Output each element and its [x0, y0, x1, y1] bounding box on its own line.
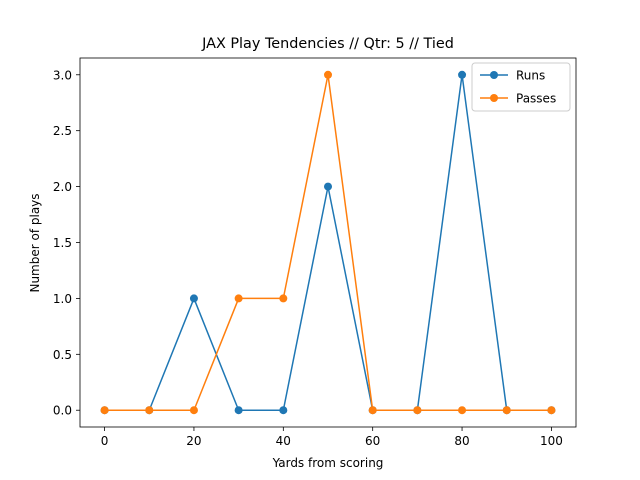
data-point-passes	[458, 406, 467, 415]
data-point-passes	[100, 406, 109, 415]
legend-label-runs: Runs	[516, 69, 545, 83]
y-tick-label: 1.5	[53, 236, 72, 250]
y-tick-label: 2.5	[53, 124, 72, 138]
data-point-passes	[368, 406, 377, 415]
legend-marker-passes	[490, 94, 498, 102]
data-point-runs	[324, 182, 332, 191]
y-tick-label: 3.0	[53, 68, 72, 82]
legend: Runs Passes	[471, 62, 571, 112]
legend-label-passes: Passes	[516, 92, 556, 106]
data-point-passes	[234, 294, 243, 303]
data-point-passes	[502, 406, 511, 415]
y-tick-label: 1.0	[53, 292, 72, 306]
data-point-runs	[189, 294, 198, 303]
x-tick-label: 60	[365, 434, 380, 448]
x-tick-label: 80	[454, 434, 469, 448]
data-point-runs	[279, 406, 288, 415]
x-tick-label: 20	[186, 434, 201, 448]
data-point-runs	[458, 70, 467, 79]
plot-area: 0 20 40 60 80 100 0.0 0.5 1.0 1.5 2.0 2.5 3.0 Runs Pas…	[53, 57, 577, 448]
data-point-passes	[547, 406, 556, 415]
legend-marker-runs	[490, 71, 498, 79]
x-tick-label: 40	[276, 434, 291, 448]
x-tick-label: 100	[540, 434, 563, 448]
data-point-passes	[145, 406, 154, 415]
data-point-passes	[413, 406, 422, 415]
data-point-runs	[234, 406, 243, 415]
axes-frame	[79, 57, 577, 428]
y-tick-label: 0.0	[53, 404, 72, 418]
y-tick-label: 2.0	[53, 180, 72, 194]
data-point-passes	[189, 406, 198, 415]
data-point-passes	[279, 294, 288, 303]
x-axis-label: Yards from scoring	[272, 456, 384, 470]
x-tick-label: 0	[101, 434, 109, 448]
y-tick-label: 0.5	[53, 348, 72, 362]
chart-title: JAX Play Tendencies // Qtr: 5 // Tied	[201, 36, 454, 52]
data-point-passes	[324, 70, 332, 79]
y-axis-label: Number of plays	[28, 193, 42, 292]
